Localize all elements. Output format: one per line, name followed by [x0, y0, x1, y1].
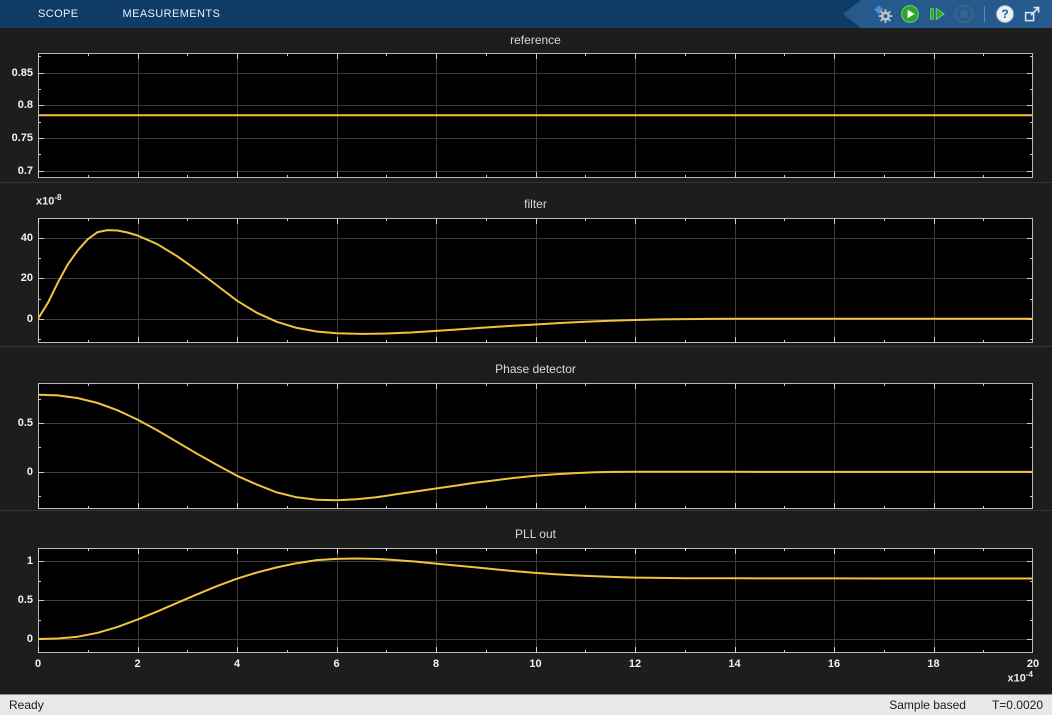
toolbar-divider	[984, 6, 985, 22]
y-tick-label: 0.7	[17, 164, 33, 177]
y-tick-label: 0	[26, 312, 33, 325]
quick-access-toolbar: ?	[843, 0, 1052, 28]
settings-gear-icon	[874, 5, 893, 23]
status-sim-time: T=0.0020	[991, 698, 1043, 712]
pop-out-button[interactable]	[1020, 2, 1044, 26]
pop-out-icon	[1024, 6, 1040, 22]
x-tick-label: 2	[134, 658, 141, 670]
tab-measurements[interactable]: MEASUREMENTS	[122, 8, 221, 20]
plot-panel-filter: filter x10-8 0 20 40	[0, 182, 1052, 346]
plot-title-filter: filter	[524, 197, 547, 211]
x-tick-label: 16	[827, 658, 841, 670]
stop-button[interactable]	[952, 2, 976, 26]
svg-text:?: ?	[1001, 7, 1008, 21]
status-bar: Ready Sample based T=0.0020	[0, 694, 1052, 715]
x-tick-label: 8	[432, 658, 440, 670]
plot-panel-phase-detector: Phase detector 0 0.5	[0, 346, 1052, 510]
y-tick-label: 1	[26, 555, 33, 568]
plot-canvas-reference[interactable]	[38, 53, 1033, 178]
plot-panel-reference: reference 0.7 0.75 0.8 0.85	[0, 28, 1052, 182]
plot-area: reference 0.7 0.75 0.8 0.85 filter x10-8 0 2…	[0, 28, 1052, 694]
y-tick-label: 0	[26, 465, 33, 478]
y-tick-label: 0	[26, 633, 33, 645]
step-forward-icon	[930, 7, 945, 21]
y-tick-label: 0.5	[17, 417, 33, 430]
x-axis-exponent-label: x10-4	[1007, 670, 1033, 685]
x-tick-label: 12	[628, 658, 642, 670]
x-tick-label: 14	[728, 658, 741, 670]
tab-scope[interactable]: SCOPE	[38, 8, 79, 20]
x-tick-label: 20	[1026, 658, 1040, 670]
plot-canvas-phase-detector[interactable]	[38, 383, 1033, 509]
run-play-icon	[901, 5, 919, 23]
help-icon: ?	[996, 5, 1014, 23]
plot-canvas-filter[interactable]	[38, 218, 1033, 343]
x-tick-label: 18	[927, 658, 940, 670]
y-tick-label: 0.8	[17, 99, 33, 112]
y-tick-label: 20	[20, 272, 33, 285]
run-button[interactable]	[898, 2, 922, 26]
x-tick-label: 4	[233, 658, 241, 670]
plot-title-phase-detector: Phase detector	[495, 362, 576, 376]
plot-panel-pll-out: PLL out x10-4 0 0.5 1 0 2 4 6 8 10 12 14 16 18 20	[0, 510, 1052, 694]
y-tick-label: 40	[20, 232, 33, 245]
stop-icon	[955, 5, 973, 23]
y-tick-label: 0.85	[11, 66, 33, 79]
plot-title-reference: reference	[510, 33, 561, 47]
x-tick-label: 6	[333, 658, 340, 670]
simulation-settings-button[interactable]	[871, 2, 895, 26]
y-tick-label: 0.5	[17, 594, 33, 607]
step-forward-button[interactable]	[925, 2, 949, 26]
toolstrip: SCOPE MEASUREMENTS	[0, 0, 1052, 28]
plot-canvas-pll-out[interactable]	[38, 548, 1033, 653]
x-tick-label: 0	[34, 658, 42, 670]
y-tick-label: 0.75	[11, 132, 33, 145]
y-axis-exponent-label: x10-8	[36, 193, 62, 208]
help-button[interactable]: ?	[993, 2, 1017, 26]
x-tick-label: 10	[529, 658, 542, 670]
plot-title-pll-out: PLL out	[515, 527, 556, 541]
status-mode: Sample based	[889, 698, 966, 712]
status-text: Ready	[9, 698, 44, 712]
